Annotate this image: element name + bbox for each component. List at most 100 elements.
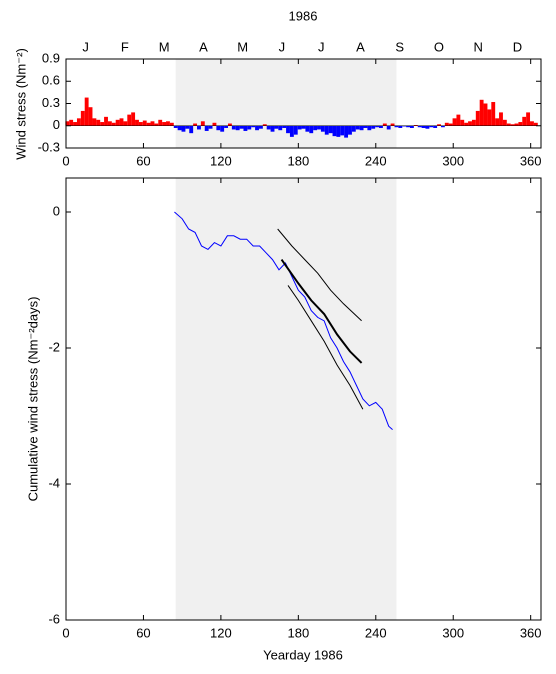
bar	[247, 125, 252, 130]
month-label: F	[121, 39, 129, 54]
bar	[495, 118, 500, 126]
month-label: A	[199, 39, 208, 54]
bar	[351, 125, 356, 132]
x-tick-label: 360	[520, 153, 542, 168]
bar	[231, 125, 236, 130]
bar	[301, 125, 306, 129]
plot-frame	[65, 177, 542, 621]
month-label: M	[159, 39, 170, 54]
bar	[270, 125, 275, 132]
bar	[138, 122, 143, 126]
bar	[317, 125, 321, 130]
y-tick-label: 0	[53, 117, 60, 132]
bar	[169, 122, 174, 126]
y-tick-label: 0.3	[42, 95, 60, 110]
bar	[92, 118, 97, 126]
bar	[468, 121, 472, 126]
bar	[502, 119, 507, 126]
bar	[340, 125, 345, 136]
bar	[204, 125, 209, 131]
bar	[73, 122, 77, 126]
x-tick-label: 240	[365, 625, 387, 640]
bar	[460, 119, 465, 126]
bar	[262, 124, 267, 126]
y-tick-label: 0.6	[42, 73, 60, 88]
bar	[107, 121, 112, 126]
bar	[119, 118, 124, 126]
bar	[193, 123, 198, 126]
bar	[235, 125, 240, 131]
bar	[181, 125, 186, 132]
bar	[355, 125, 360, 130]
bar	[123, 121, 128, 126]
bar	[437, 124, 441, 126]
bar	[227, 123, 232, 126]
bar	[166, 121, 170, 126]
bar	[154, 123, 159, 126]
bar	[433, 125, 438, 128]
x-tick-label: 300	[442, 625, 464, 640]
month-label: O	[434, 39, 444, 54]
bar	[336, 125, 341, 137]
bar	[100, 122, 105, 126]
y-axis-label: Wind stress (Nm⁻²)	[13, 48, 28, 160]
bar	[409, 125, 414, 128]
x-tick-label: 240	[365, 153, 387, 168]
bar	[510, 124, 515, 126]
line	[174, 211, 393, 430]
shaded-period	[175, 59, 397, 148]
bar	[526, 112, 531, 126]
bar	[197, 125, 201, 130]
y-tick-label: -6	[48, 611, 60, 626]
x-tick-label: 0	[62, 625, 69, 640]
bar	[220, 125, 225, 132]
bar	[518, 122, 523, 126]
bar	[402, 125, 407, 127]
bar	[406, 125, 410, 128]
bar	[135, 119, 139, 126]
x-tick-label: 180	[287, 625, 309, 640]
bar	[386, 125, 391, 130]
bar	[348, 125, 352, 135]
x-tick-label: 60	[136, 153, 150, 168]
bar	[367, 125, 372, 131]
bar	[289, 125, 294, 137]
bar	[320, 125, 325, 132]
x-tick-label: 120	[210, 153, 232, 168]
bar	[111, 122, 116, 126]
y-axis-label: Cumulative wind stress (Nm⁻²days)	[25, 297, 40, 502]
bar	[76, 118, 81, 126]
bar	[146, 122, 151, 126]
month-label: M	[237, 39, 248, 54]
bar	[533, 122, 538, 126]
bar	[212, 122, 217, 126]
bar	[278, 125, 283, 131]
bar	[421, 125, 426, 128]
bar	[216, 125, 221, 131]
bar	[522, 116, 527, 126]
bar	[243, 125, 248, 131]
bar	[80, 110, 85, 126]
x-axis-label: Yearday 1986	[263, 647, 343, 662]
bar	[251, 125, 256, 128]
bar	[452, 118, 457, 126]
bar	[69, 119, 74, 126]
bar	[65, 121, 70, 126]
bar	[417, 125, 422, 128]
line	[280, 259, 363, 364]
x-tick-label: 0	[62, 153, 69, 168]
bar	[88, 107, 93, 126]
bar	[266, 125, 271, 130]
bar	[309, 125, 314, 134]
bar	[359, 125, 364, 131]
bar	[328, 125, 333, 134]
bar	[142, 120, 147, 126]
bar	[483, 103, 488, 126]
bar	[425, 125, 430, 129]
y-tick-label: 0	[53, 203, 60, 218]
bar	[274, 125, 279, 129]
bar	[158, 119, 163, 126]
bar	[282, 125, 287, 128]
bar	[506, 123, 511, 126]
